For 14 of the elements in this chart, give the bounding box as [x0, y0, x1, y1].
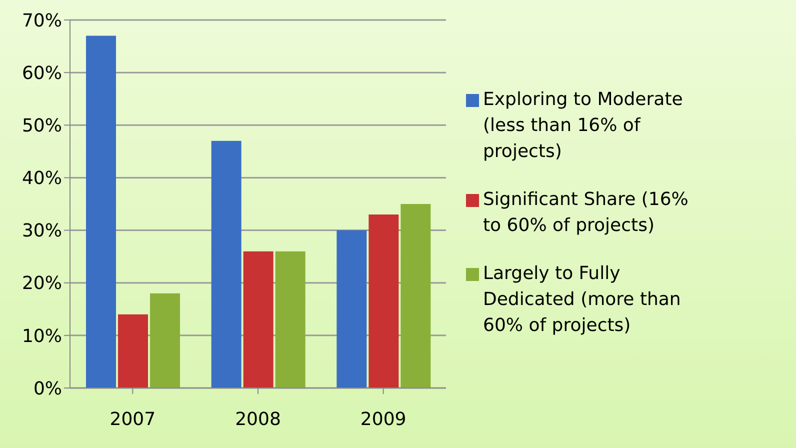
y-tick-label: 0% — [33, 378, 62, 400]
y-tick-label: 40% — [22, 168, 62, 190]
legend-label: Significant Share (16% to 60% of projects) — [483, 188, 690, 238]
legend-label: Exploring to Moderate (less than 16% of projects) — [483, 88, 684, 164]
y-tick-label: 10% — [22, 326, 62, 347]
y-tick-label: 50% — [22, 116, 62, 137]
x-tick-label: 2007 — [110, 408, 156, 430]
y-tick-label: 20% — [22, 273, 62, 294]
legend-label: Largely to Fully Dedicated (more than 60% of projects) — [483, 262, 682, 338]
y-tick-label: 60% — [22, 62, 62, 84]
x-tick-label: 2008 — [235, 408, 281, 430]
y-tick-label: 70% — [22, 10, 62, 32]
y-tick-label: 30% — [22, 220, 62, 242]
x-tick-label: 2009 — [360, 408, 406, 430]
